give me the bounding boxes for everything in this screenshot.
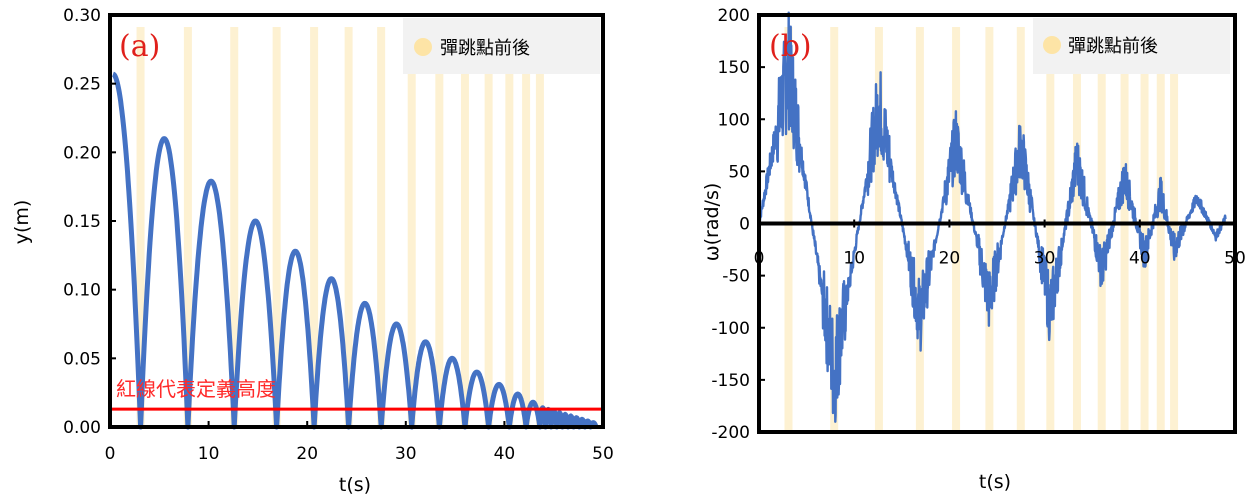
a-bounce-band-10 — [484, 27, 493, 427]
a-bounce-band-1 — [183, 27, 192, 427]
b-bounce-band-9 — [1097, 27, 1106, 432]
a-y-tick-label-5: 0.25 — [63, 75, 101, 95]
a-bounce-band-0 — [136, 27, 145, 427]
b-bounce-band-1 — [830, 27, 839, 432]
a-bounce-bands — [136, 27, 544, 427]
a-x-tick-label-1: 10 — [198, 444, 220, 464]
b-bounce-band-5 — [985, 27, 994, 432]
a-bounce-band-7 — [407, 27, 416, 427]
b-x-axis-label: t(s) — [979, 471, 1011, 493]
b-bounce-band-11 — [1140, 27, 1149, 432]
b-x-tick-label-1: 10 — [843, 249, 865, 269]
b-y-tick-label-1: -150 — [711, 371, 750, 391]
b-y-tick-label-3: -50 — [722, 267, 750, 287]
b-y-tick-label-8: 200 — [718, 6, 750, 26]
a-bounce-band-4 — [310, 27, 319, 427]
b-y-tick-label-4: 0 — [739, 215, 750, 235]
a-bounce-band-13 — [535, 27, 544, 427]
b-series-line — [757, 11, 1227, 423]
b-y-tick-label-6: 100 — [718, 110, 750, 130]
b-bounce-band-2 — [874, 27, 883, 432]
b-bounce-band-0 — [784, 27, 793, 432]
b-bounce-band-3 — [915, 27, 924, 432]
b-x-tick-label-2: 20 — [939, 249, 961, 269]
a-x-tick-label-5: 50 — [592, 444, 614, 464]
a-legend: 彈跳點前後 — [403, 18, 600, 74]
a-x-tick-label-4: 40 — [494, 444, 516, 464]
a-bounce-band-8 — [435, 27, 444, 427]
a-bounce-band-2 — [230, 27, 239, 427]
b-panel-label: (b) — [769, 29, 812, 64]
b-y-tick-label-5: 50 — [728, 162, 750, 182]
b-bounce-band-4 — [952, 27, 961, 432]
b-x-tick-label-3: 30 — [1034, 249, 1056, 269]
a-x-axis-label: t(s) — [339, 474, 371, 496]
a-bounce-band-11 — [505, 27, 514, 427]
b-y-axis-label: ω(rad/s) — [701, 183, 723, 262]
a-panel-label: (a) — [119, 29, 160, 64]
b-bounce-band-13 — [1170, 27, 1179, 432]
b-y-tick-label-7: 150 — [718, 58, 750, 78]
b-x-tick-label-5: 50 — [1224, 249, 1246, 269]
a-bounce-band-5 — [344, 27, 353, 427]
b-bounce-band-12 — [1156, 27, 1165, 432]
b-bounce-band-6 — [1016, 27, 1025, 432]
b-bounce-band-10 — [1120, 27, 1129, 432]
b-y-tick-label-2: -100 — [711, 319, 750, 339]
a-y-tick-label-0: 0.00 — [63, 418, 101, 438]
b-bounce-bands — [784, 27, 1179, 432]
a-threshold-annotation: 紅線代表定義高度 — [116, 377, 276, 401]
a-x-tick-label-3: 30 — [395, 444, 417, 464]
b-legend-label: 彈跳點前後 — [1068, 36, 1158, 57]
a-x-tick-label-0: 0 — [105, 444, 116, 464]
a-axes: 0.00 0.05 0.10 0.15 0.20 0.25 0.30 0 10 20 30 40 50 — [63, 6, 614, 464]
b-bounce-band-8 — [1072, 27, 1081, 432]
a-legend-label: 彈跳點前後 — [440, 38, 530, 59]
a-legend-box — [403, 18, 600, 74]
a-bounce-band-3 — [272, 27, 281, 427]
a-y-tick-label-1: 0.05 — [63, 349, 101, 369]
panel-a-chart: (a) 彈跳點前後 紅線代表定義高度 0.000.050.100.150.200… — [11, 6, 614, 496]
a-y-tick-label-6: 0.30 — [63, 6, 101, 26]
a-legend-swatch — [414, 38, 432, 56]
b-legend: 彈跳點前後 — [1033, 18, 1230, 74]
b-legend-swatch — [1043, 36, 1061, 54]
a-y-tick-label-3: 0.15 — [63, 212, 101, 232]
a-y-tick-label-2: 0.10 — [63, 281, 101, 301]
a-bounce-band-12 — [522, 27, 531, 427]
a-x-tick-label-2: 20 — [296, 444, 318, 464]
b-legend-box — [1033, 18, 1230, 74]
b-bounce-band-7 — [1046, 27, 1055, 432]
a-bounce-band-9 — [460, 27, 469, 427]
b-y-tick-label-0: -200 — [711, 423, 750, 443]
a-y-axis-label: y(m) — [11, 200, 33, 245]
b-x-tick-label-4: 40 — [1129, 249, 1151, 269]
b-plot-area — [757, 11, 1235, 423]
a-y-tick-label-4: 0.20 — [63, 143, 101, 163]
b-x-tick-label-0: 0 — [754, 249, 765, 269]
a-bounce-band-6 — [377, 27, 386, 427]
